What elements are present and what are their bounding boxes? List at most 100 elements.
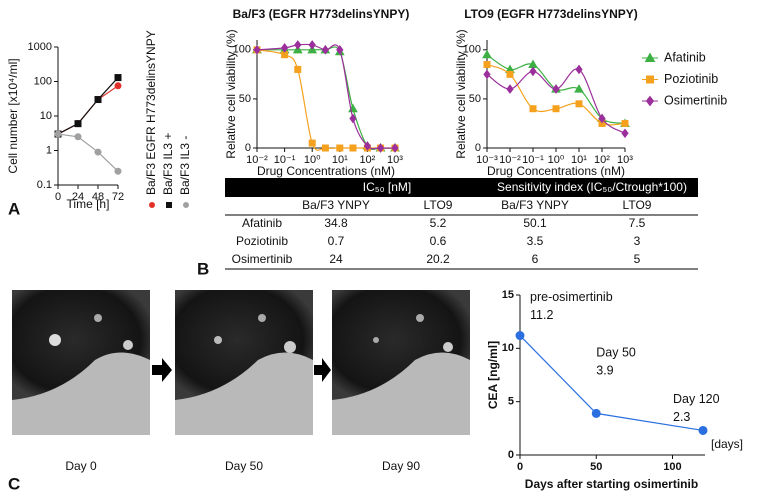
marker <box>575 64 583 75</box>
y-tick-label: 10 <box>40 110 52 122</box>
x-tick-label: 10¹ <box>332 154 348 166</box>
x-tick-label: 10¹ <box>571 154 587 166</box>
legend-label: Ba/F3 IL3 - <box>178 136 192 195</box>
table-cell: 3 <box>634 234 641 248</box>
y-tick-label: 100 <box>233 44 251 56</box>
y-tick-label: 5 <box>508 396 514 408</box>
marker <box>483 61 491 69</box>
marker <box>54 130 62 138</box>
marker <box>166 202 172 208</box>
marker <box>515 331 525 341</box>
marker <box>183 202 189 208</box>
series-line <box>57 85 119 135</box>
y-axis-label: Relative cell viability (%) <box>224 29 238 158</box>
marker <box>114 167 122 175</box>
axis-line <box>256 40 395 149</box>
marker <box>698 425 708 435</box>
marker <box>94 148 102 156</box>
ct-images: Day 0 Day 50 Day 90 <box>12 290 470 473</box>
table-row-label: Poziotinib <box>236 234 288 248</box>
marker <box>294 40 302 50</box>
point-annotation: Day 50 <box>596 346 636 360</box>
x-tick-label: 50 <box>590 461 602 473</box>
y-tick-label: 1000 <box>28 41 52 53</box>
y-tick-label: 1 <box>46 144 52 156</box>
table-cell: 20.2 <box>426 252 450 266</box>
series-line <box>256 43 396 150</box>
marker <box>363 141 372 151</box>
table-header: Sensitivity index (IC₅₀/Ctrough*100) <box>497 180 687 194</box>
point-annotation: Day 120 <box>673 392 720 406</box>
table-header-bg <box>225 178 698 197</box>
chart-title: Ba/F3 (EGFR H773delinsYNPY) <box>233 7 410 21</box>
panel-label: C <box>8 474 20 493</box>
y-tick-label: 15 <box>502 289 514 301</box>
y-tick-label: 100 <box>34 75 52 87</box>
y-tick-label: 0 <box>508 449 514 461</box>
point-annotation: pre-osimertinib <box>530 290 613 304</box>
table-column: LTO9 <box>623 198 652 212</box>
marker <box>574 84 584 93</box>
panel-label: A <box>8 199 20 218</box>
series-line <box>57 77 119 135</box>
marker <box>376 143 385 153</box>
marker <box>336 44 344 55</box>
marker <box>74 133 82 141</box>
table-column: LTO9 <box>424 198 453 212</box>
x-tick-label: 72 <box>112 191 124 203</box>
table-row-label: Afatinib <box>242 216 282 230</box>
x-tick-label: 10⁻¹ <box>274 154 296 166</box>
legend-label: Afatinib <box>664 50 706 64</box>
table-cell: 0.6 <box>430 234 447 248</box>
marker <box>149 202 155 208</box>
ct-image <box>175 290 313 435</box>
legend-label: Ba/F3 IL3 + <box>161 133 175 195</box>
panel-label: B <box>197 259 209 278</box>
marker <box>482 49 492 59</box>
legend-label: Ba/F3 EGFR H773delinsYNPY <box>144 30 158 195</box>
table-header: IC₅₀ [nM] <box>363 180 412 194</box>
table-cell: 34.8 <box>324 216 348 230</box>
x-tick-label: 10⁰ <box>304 154 321 166</box>
value-label: 2.3 <box>673 410 690 424</box>
marker <box>349 144 357 152</box>
x-axis-label: Days after starting osimertinib <box>525 477 698 491</box>
series-line <box>256 49 395 151</box>
y-axis-label: Cell number [x10⁴/ml] <box>6 58 20 173</box>
x-axis-label: Drug Concentrations (nM) <box>257 164 395 178</box>
y-tick-label: 0 <box>245 142 251 154</box>
x-tick-label: 10⁻² <box>499 154 521 166</box>
marker <box>321 144 329 152</box>
marker <box>308 40 316 50</box>
y-tick-label: 50 <box>469 93 481 105</box>
y-tick-label: 0.1 <box>37 179 52 191</box>
marker <box>114 82 122 90</box>
marker <box>529 66 537 77</box>
marker <box>114 74 122 82</box>
ct-caption: Day 50 <box>225 459 263 473</box>
marker <box>280 43 289 53</box>
x-tick-label: 24 <box>72 191 84 203</box>
marker <box>253 44 261 55</box>
table-row-label: Osimertinib <box>232 252 293 266</box>
x-axis-note: [days] <box>711 437 743 451</box>
x-tick-label: 10⁻¹ <box>522 154 544 166</box>
table-cell: 0.7 <box>328 234 345 248</box>
marker <box>294 65 302 73</box>
marker <box>506 70 514 78</box>
ct-image <box>12 290 150 435</box>
axis-line <box>486 40 625 149</box>
x-tick-label: 10⁻² <box>246 154 268 166</box>
x-tick-label: 10³ <box>387 154 403 166</box>
value-label: 3.9 <box>596 364 613 378</box>
x-tick-label: 10⁰ <box>548 154 565 166</box>
x-tick-label: 10² <box>594 154 610 166</box>
y-tick-label: 100 <box>463 44 481 56</box>
marker <box>621 128 629 139</box>
table-cell: 7.5 <box>629 216 646 230</box>
x-tick-label: 100 <box>663 461 681 473</box>
marker <box>552 105 560 113</box>
marker <box>591 408 601 418</box>
table-cell: 6 <box>532 252 539 266</box>
marker <box>483 69 491 80</box>
